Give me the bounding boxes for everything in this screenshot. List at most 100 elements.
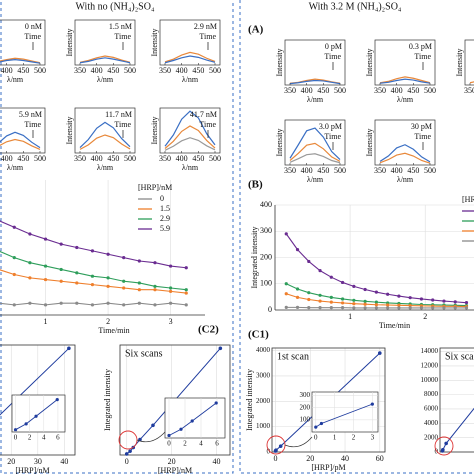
x-tick-label: 450 bbox=[107, 154, 119, 163]
x-tick-label: 0 bbox=[125, 457, 129, 466]
x-tick-label: 2 bbox=[423, 312, 427, 321]
spectrum bbox=[79, 134, 131, 150]
panel-frame bbox=[284, 39, 346, 86]
data-point bbox=[43, 237, 48, 241]
data-point bbox=[137, 281, 141, 285]
y-tick-label: 200 bbox=[260, 252, 272, 261]
x-axis-label: λ/nm bbox=[397, 175, 414, 184]
data-point bbox=[43, 264, 48, 268]
data-point bbox=[386, 306, 390, 310]
spectrum bbox=[0, 131, 41, 149]
data-point bbox=[363, 302, 367, 306]
data-point bbox=[151, 423, 155, 428]
left-title: With no (NH₄)₂SO₄ bbox=[76, 1, 155, 12]
spectrum bbox=[79, 55, 131, 63]
data-point bbox=[386, 292, 390, 296]
x-tick-label: 450 bbox=[107, 66, 119, 75]
fit-line bbox=[441, 407, 474, 452]
data-point bbox=[318, 299, 322, 303]
data-point bbox=[444, 441, 448, 446]
data-point bbox=[12, 256, 16, 260]
y-tick-label: 2000 bbox=[424, 433, 439, 441]
inset-y-tick-label: 100 bbox=[300, 415, 311, 423]
data-point bbox=[374, 303, 378, 307]
data-point bbox=[408, 303, 412, 308]
data-point bbox=[284, 232, 288, 236]
spectrum bbox=[0, 57, 41, 64]
x-tick-label: 450 bbox=[407, 166, 419, 175]
data-point bbox=[153, 261, 157, 265]
panel-label: 0 pM bbox=[325, 42, 342, 51]
data-point bbox=[408, 296, 412, 300]
data-point bbox=[106, 276, 110, 280]
panel-label: 2.9 nM bbox=[194, 22, 217, 31]
data-point bbox=[340, 280, 345, 285]
annotation: Time bbox=[199, 32, 216, 41]
data-point bbox=[340, 297, 345, 301]
y-tick-label: 3000 bbox=[256, 372, 271, 380]
right-title: With 3.2 M (NH₄)₂SO₄ bbox=[309, 1, 402, 12]
data-point bbox=[295, 295, 300, 299]
panel-frame bbox=[374, 119, 436, 166]
x-tick-label: 500 bbox=[34, 154, 46, 163]
data-point bbox=[184, 303, 188, 307]
panel-frame bbox=[0, 107, 46, 154]
data-point bbox=[12, 272, 16, 277]
y-tick-label: 0 bbox=[268, 305, 272, 314]
data-point bbox=[122, 256, 126, 260]
x-axis-label: λ/nm bbox=[97, 75, 114, 84]
y-tick-label: 2000 bbox=[256, 397, 271, 405]
data-point bbox=[318, 293, 322, 297]
data-point bbox=[431, 306, 435, 310]
spectrum bbox=[164, 51, 216, 63]
plot-frame bbox=[439, 347, 474, 453]
data-point bbox=[28, 276, 32, 280]
spectrum bbox=[379, 78, 431, 84]
data-point bbox=[274, 448, 278, 453]
data-point bbox=[284, 292, 288, 296]
data-point bbox=[137, 301, 141, 305]
data-point bbox=[340, 301, 345, 305]
data-point bbox=[43, 303, 48, 307]
y-axis-label: Intensity bbox=[275, 129, 284, 157]
legend-label: 5.9 bbox=[160, 224, 170, 233]
inset-point bbox=[167, 433, 171, 438]
data-point bbox=[59, 301, 63, 305]
x-tick-label: 30 bbox=[34, 457, 42, 466]
x-axis-label: Time/min bbox=[98, 326, 129, 335]
data-point bbox=[295, 248, 300, 252]
data-point bbox=[307, 259, 311, 264]
x-tick-label: 500 bbox=[209, 154, 221, 163]
y-axis-label: Intensity bbox=[150, 29, 159, 57]
series-line bbox=[0, 220, 187, 269]
annotation: Time bbox=[324, 52, 341, 61]
right-frame bbox=[239, 0, 474, 474]
data-point bbox=[352, 298, 356, 302]
data-point bbox=[137, 288, 141, 292]
y-tick-label: 12000 bbox=[421, 362, 439, 370]
spectrum bbox=[379, 144, 431, 163]
note: Six sca bbox=[445, 351, 474, 362]
data-point bbox=[90, 249, 95, 253]
x-tick-label: 40 bbox=[341, 454, 349, 463]
data-point bbox=[442, 306, 446, 310]
inset-x-tick-label: 4 bbox=[199, 440, 203, 448]
data-point bbox=[75, 271, 79, 275]
x-tick-label: 400 bbox=[91, 154, 103, 163]
data-point bbox=[363, 287, 367, 292]
x-tick-label: 60 bbox=[376, 454, 384, 463]
data-point bbox=[184, 288, 188, 292]
inset-y-tick-label: 200 bbox=[300, 403, 311, 411]
spectrum bbox=[289, 142, 341, 162]
data-point bbox=[352, 302, 356, 306]
y-tick-label: 4000 bbox=[424, 419, 439, 427]
x-tick-label: 500 bbox=[124, 154, 136, 163]
panel-label: 41.7 nM bbox=[190, 110, 217, 119]
y-axis-label: Intensity bbox=[455, 49, 464, 77]
data-point bbox=[169, 264, 173, 268]
y-axis-label: Integrated intensity bbox=[103, 369, 112, 431]
inset-line bbox=[168, 402, 217, 436]
spectrum bbox=[289, 153, 341, 164]
y-axis-label: Intensity bbox=[65, 117, 74, 145]
annotation: Time bbox=[114, 32, 131, 41]
